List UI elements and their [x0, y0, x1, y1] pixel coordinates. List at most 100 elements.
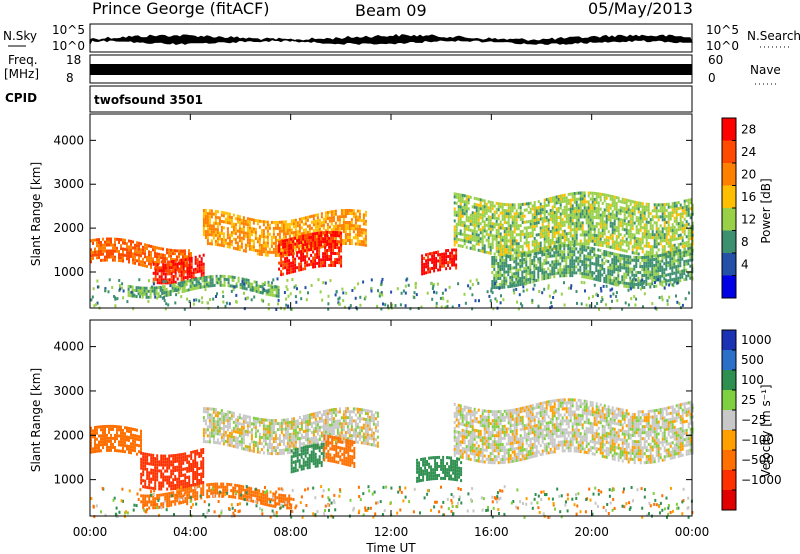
heatmap-cell	[531, 271, 534, 275]
heatmap-cell	[603, 277, 606, 280]
heatmap-cell	[296, 239, 299, 243]
heatmap-cell	[491, 265, 494, 268]
heatmap-cell	[691, 212, 694, 216]
heatmap-cell	[629, 258, 632, 262]
heatmap-cell	[607, 245, 610, 249]
heatmap-cell	[214, 209, 217, 213]
heatmap-cell	[525, 278, 528, 282]
heatmap-cell	[601, 229, 604, 232]
heatmap-cell	[338, 218, 341, 222]
heatmap-cell	[206, 227, 209, 231]
heatmap-cell	[232, 246, 235, 250]
heatmap-cell	[490, 287, 493, 291]
heatmap-cell	[170, 248, 172, 252]
heatmap-cell	[639, 228, 642, 232]
heatmap-cell	[344, 230, 347, 233]
heatmap-cell	[354, 242, 357, 246]
heatmap-cell	[505, 270, 508, 274]
heatmap-cell	[461, 196, 464, 200]
heatmap-cell	[426, 291, 429, 295]
heatmap-cell	[645, 253, 648, 257]
heatmap-cell	[537, 248, 540, 252]
heatmap-cell	[316, 249, 319, 253]
heatmap-cell	[451, 305, 454, 309]
heatmap-cell	[541, 220, 544, 224]
heatmap-cell	[455, 240, 458, 244]
heatmap-cell	[445, 267, 448, 271]
heatmap-cell	[186, 266, 189, 270]
heatmap-cell	[491, 213, 494, 217]
heatmap-cell	[475, 203, 478, 207]
heatmap-cell	[571, 262, 574, 266]
heatmap-cell	[605, 193, 608, 197]
heatmap-cell	[681, 236, 684, 240]
heatmap-cell	[667, 220, 670, 224]
heatmap-cell	[172, 249, 174, 253]
heatmap-cell	[551, 260, 554, 264]
heatmap-cell	[511, 254, 514, 258]
heatmap-cell	[294, 263, 297, 267]
heatmap-cell	[354, 215, 357, 219]
heatmap-cell	[575, 271, 578, 275]
heatmap-cell	[362, 280, 365, 284]
heatmap-cell	[90, 298, 93, 302]
heatmap-cell	[537, 209, 540, 213]
heatmap-cell	[545, 249, 548, 253]
heatmap-cell	[354, 224, 357, 228]
heatmap-cell	[120, 238, 122, 242]
heatmap-cell	[587, 246, 590, 250]
heatmap-cell	[156, 258, 158, 262]
heatmap-cell	[487, 221, 490, 225]
heatmap-cell	[314, 219, 317, 223]
heatmap-cell	[146, 452, 149, 456]
heatmap-cell	[543, 274, 546, 278]
heatmap-cell	[176, 277, 179, 281]
heatmap-cell	[230, 222, 233, 226]
heatmap-cell	[120, 259, 122, 263]
heatmap-cell	[641, 235, 644, 239]
heatmap-cell	[631, 227, 634, 231]
heatmap-cell	[509, 285, 512, 288]
heatmap-cell	[218, 216, 221, 220]
heatmap-cell	[627, 199, 630, 203]
heatmap-cell	[286, 226, 289, 230]
heatmap-cell	[479, 213, 482, 217]
heatmap-cell	[414, 281, 417, 285]
heatmap-cell	[206, 242, 209, 246]
heatmap-cell	[228, 302, 231, 306]
heatmap-cell	[356, 236, 359, 240]
heatmap-cell	[653, 254, 656, 258]
heatmap-cell	[673, 277, 676, 281]
heatmap-cell	[241, 277, 244, 281]
heatmap-cell	[268, 223, 271, 227]
heatmap-cell	[282, 242, 285, 246]
heatmap-cell	[671, 226, 674, 230]
heatmap-cell	[196, 267, 199, 271]
heatmap-cell	[94, 247, 96, 251]
heatmap-cell	[292, 255, 295, 259]
heatmap-cell	[220, 237, 223, 241]
heatmap-cell	[619, 253, 622, 257]
heatmap-cell	[527, 220, 530, 224]
heatmap-cell	[206, 283, 208, 287]
heatmap-cell	[251, 285, 254, 289]
heatmap-cell	[515, 221, 518, 225]
heatmap-cell	[437, 268, 440, 272]
heatmap-cell	[611, 204, 614, 208]
heatmap-cell	[623, 254, 626, 258]
heatmap-cell	[687, 231, 690, 235]
heatmap-cell	[198, 269, 201, 273]
heatmap-cell	[280, 264, 283, 268]
heatmap-cell	[539, 211, 542, 215]
heatmap-cell	[226, 230, 229, 234]
heatmap-cell	[605, 223, 608, 227]
heatmap-cell	[138, 244, 140, 248]
heatmap-cell	[511, 218, 514, 222]
heatmap-cell	[100, 443, 102, 447]
heatmap-cell	[154, 272, 157, 275]
heatmap-cell	[583, 206, 586, 210]
heatmap-cell	[589, 221, 592, 225]
heatmap-cell	[221, 290, 224, 294]
heatmap-cell	[282, 247, 285, 251]
heatmap-cell	[511, 257, 514, 261]
